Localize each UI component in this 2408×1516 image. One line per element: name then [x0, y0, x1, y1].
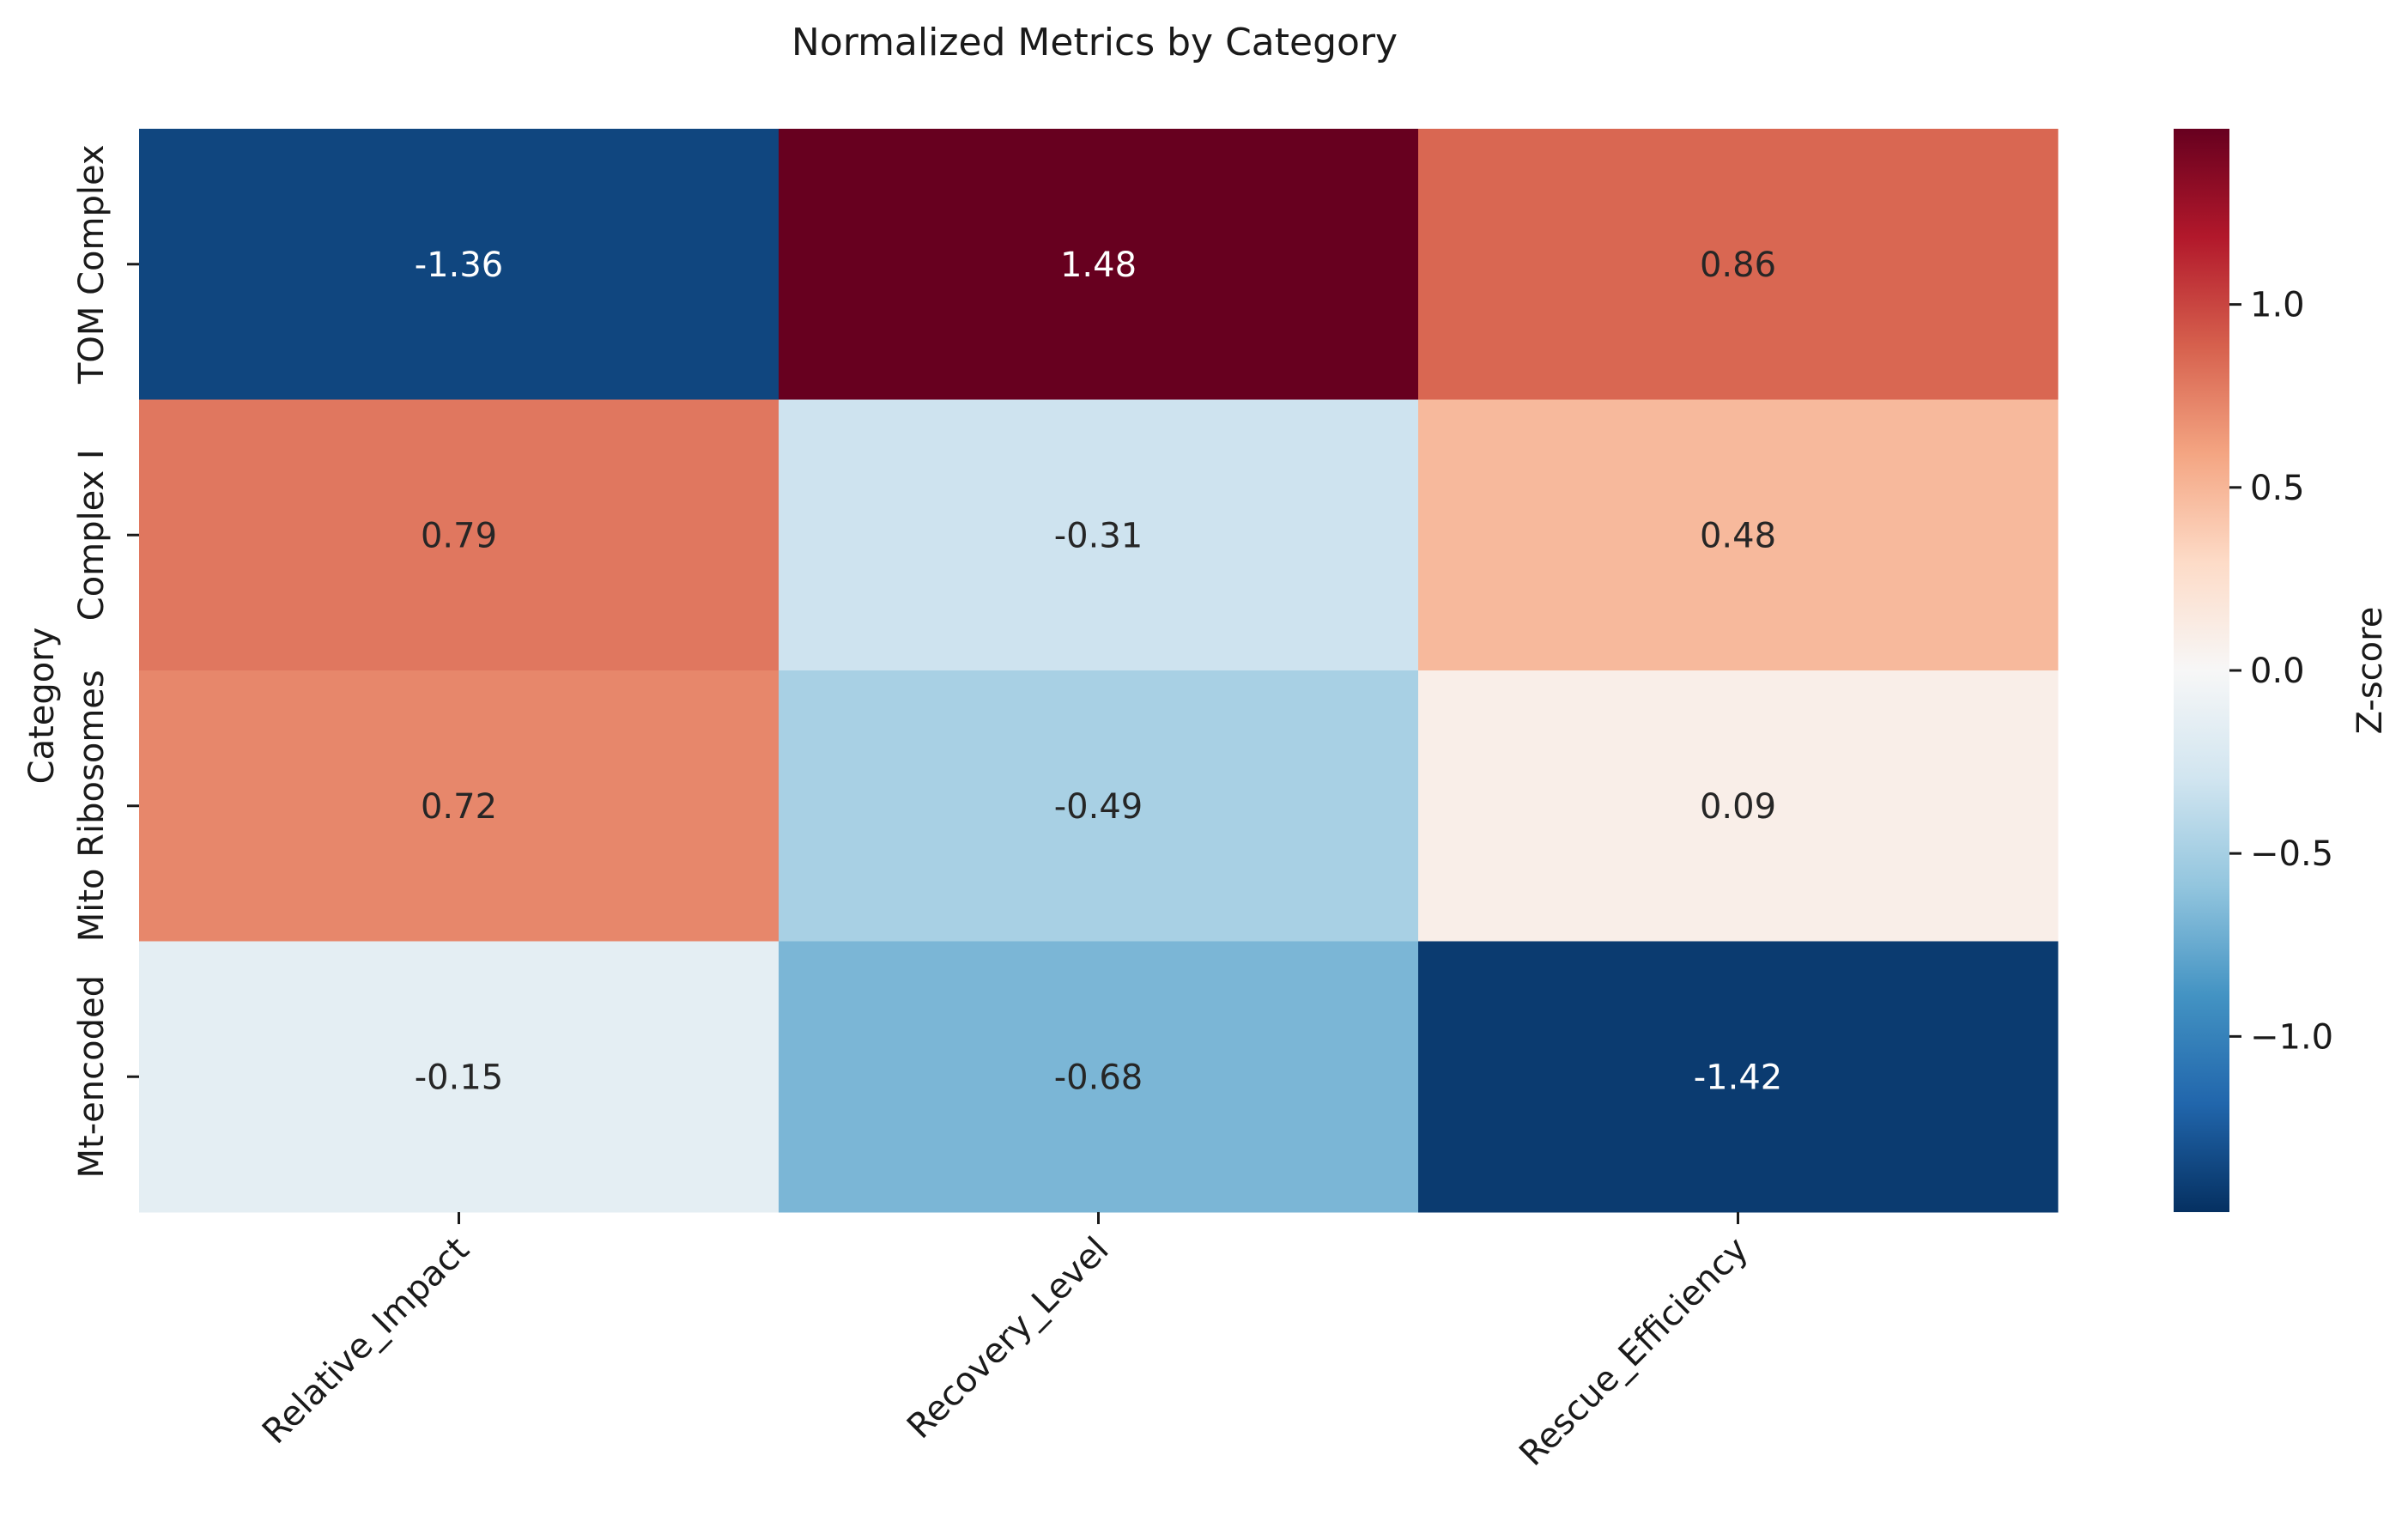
colorbar-tick-label: 0.5 [2250, 469, 2305, 508]
cell-value-label: 0.48 [1700, 516, 1776, 555]
colorbar-tick-label: 1.0 [2250, 286, 2305, 325]
heatmap-cell [779, 941, 1419, 1213]
x-axis-ticks: Relative_Impact Recovery_Level Rescue_Effi… [255, 1212, 1756, 1474]
heatmap-cell [139, 941, 779, 1213]
y-tick-label: Mito Ribosomes [72, 670, 112, 942]
cell-value-label: -0.68 [1054, 1058, 1143, 1097]
colorbar-gradient [2174, 129, 2229, 1212]
cell-value-label: -0.15 [415, 1058, 504, 1097]
heatmap-cell [1418, 941, 2059, 1213]
heatmap-cells: -1.36 1.48 0.86 0.79 -0.31 0.48 0.72 -0.49 0.09 -… [139, 129, 2059, 1213]
y-tick-label: Complex I [72, 449, 112, 621]
cell-value-label: 1.48 [1060, 246, 1137, 285]
heatmap-cell [139, 670, 779, 942]
x-tick-label: Relative_Impact [255, 1230, 477, 1452]
colorbar-tick-label: 0.0 [2250, 652, 2305, 691]
colorbar-tick-label: −1.0 [2250, 1017, 2333, 1057]
colorbar: 1.0 0.5 0.0 −0.5 −1.0 Z-score [2174, 129, 2390, 1212]
y-axis-label: Category [22, 628, 62, 785]
x-tick-label: Rescue_Efficiency [1512, 1230, 1756, 1474]
chart-title: Normalized Metrics by Category [792, 21, 1398, 64]
heatmap-cell [1418, 129, 2059, 400]
cell-value-label: -1.36 [415, 246, 504, 285]
heatmap-cell [1418, 399, 2059, 671]
cell-value-label: -0.31 [1054, 516, 1143, 555]
cell-value-label: 0.86 [1700, 246, 1776, 285]
cell-value-label: 0.79 [421, 516, 497, 555]
heatmap-cell [139, 399, 779, 671]
heatmap-cell [139, 129, 779, 400]
heatmap-cell [779, 399, 1419, 671]
x-tick-label: Recovery_Level [900, 1230, 1116, 1446]
cell-value-label: -0.49 [1054, 787, 1143, 827]
heatmap-cell [1418, 670, 2059, 942]
cell-value-label: -1.42 [1694, 1058, 1783, 1097]
y-axis-ticks: TOM Complex Complex I Mito Ribosomes Mt-enc… [72, 144, 139, 1178]
y-tick-label: Mt-encoded [72, 975, 112, 1178]
y-tick-label: TOM Complex [72, 144, 112, 385]
colorbar-tick-label: −0.5 [2250, 834, 2333, 874]
cell-value-label: 0.09 [1700, 787, 1776, 827]
heatmap-cell [779, 670, 1419, 942]
colorbar-ticks: 1.0 0.5 0.0 −0.5 −1.0 [2229, 286, 2333, 1057]
cell-value-label: 0.72 [421, 787, 497, 827]
colorbar-label: Z-score [2350, 607, 2390, 735]
heatmap-cell [779, 129, 1419, 400]
